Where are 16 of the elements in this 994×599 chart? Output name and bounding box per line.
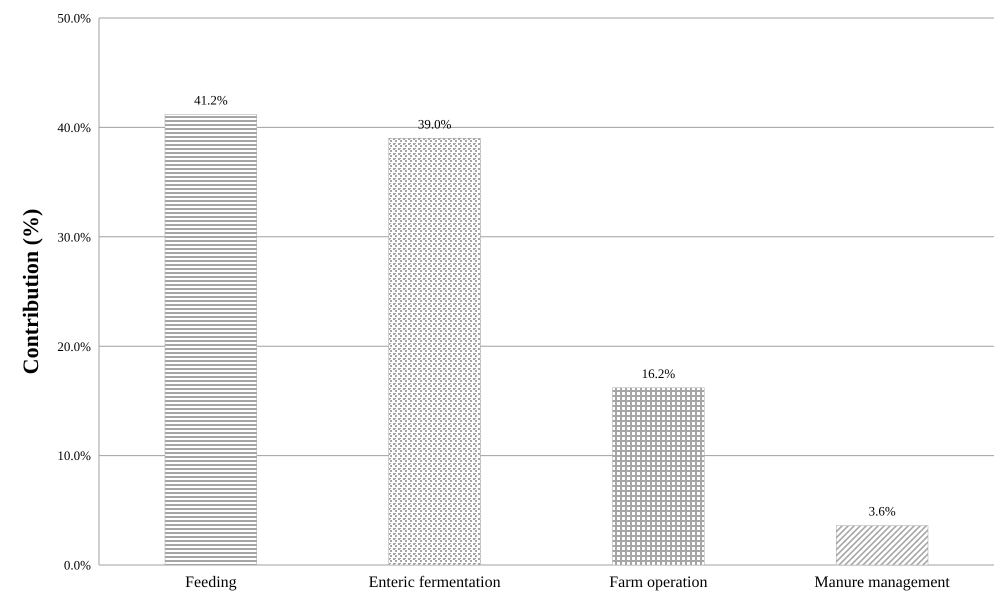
x-tick-label: Manure management — [814, 574, 950, 591]
x-tick-label: Enteric fermentation — [368, 574, 501, 591]
x-tick-label: Feeding — [185, 574, 237, 591]
data-label: 39.0% — [418, 116, 452, 132]
data-label: 3.6% — [868, 504, 896, 519]
data-label: 41.2% — [194, 92, 228, 108]
y-tick-label: 50.0% — [57, 10, 92, 26]
y-axis-title: Contribution (%) — [18, 208, 43, 374]
x-tick-label: Farm operation — [609, 574, 708, 591]
y-tick-label: 10.0% — [57, 448, 92, 464]
y-tick-label: 0.0% — [64, 558, 92, 573]
bar — [836, 525, 928, 566]
y-tick-label: 30.0% — [57, 229, 92, 244]
y-tick-label: 20.0% — [57, 338, 92, 354]
data-label: 16.2% — [642, 366, 676, 381]
y-tick-label: 40.0% — [57, 120, 92, 135]
